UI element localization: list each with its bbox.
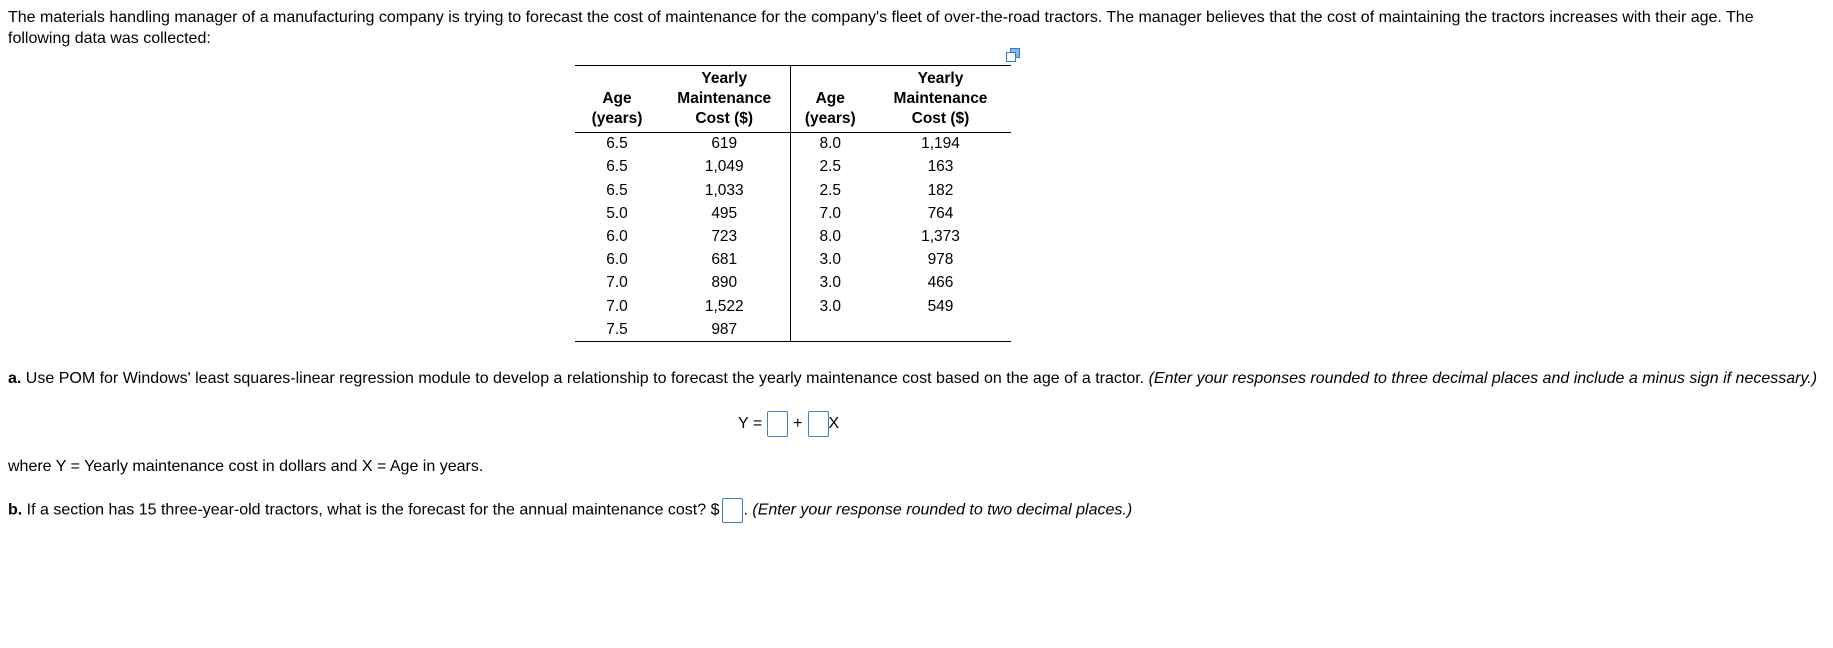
table-cell: 495: [659, 202, 791, 226]
popout-icon-glyph: [1006, 48, 1020, 63]
table-cell: 987: [659, 318, 791, 342]
variable-definitions: where Y = Yearly maintenance cost in dol…: [8, 458, 484, 476]
regression-equation: Y = + X: [738, 410, 1833, 438]
table-cell: 1,194: [921, 135, 960, 153]
table-cell: 6.5: [606, 135, 628, 153]
table-cell: 1,049: [659, 155, 791, 180]
table-cell: 5.0: [606, 204, 628, 222]
question-b-text: If a section has 15 three-year-old tract…: [26, 501, 720, 519]
question-a-note: (Enter your responses rounded to three d…: [1148, 370, 1818, 388]
table-cell: 7.0: [819, 204, 842, 222]
table-cell: 2.5: [819, 158, 842, 176]
table-cell: 3.0: [819, 297, 842, 315]
table-cell: 723: [659, 225, 791, 249]
table-cell: 8.0: [819, 135, 842, 153]
question-b-note: (Enter your response rounded to two deci…: [752, 501, 1133, 519]
question-a-text: Use POM for Windows' least squares-linea…: [25, 370, 1145, 388]
table-row: 7.0 890 3.0 466: [575, 271, 1011, 296]
question-b: b. If a section has 15 three-year-old tr…: [8, 498, 1828, 524]
col-header-age-1: Age (years): [575, 65, 659, 133]
table-cell: 681: [659, 248, 791, 272]
col-header-age-2: Age (years): [790, 65, 870, 133]
table-cell: 619: [659, 132, 791, 156]
table-cell: 163: [927, 158, 954, 176]
table-cell: 3.0: [819, 251, 842, 269]
table-cell: 7.0: [606, 274, 628, 292]
table-cell: 549: [927, 297, 954, 315]
table-cell: 6.0: [606, 228, 628, 246]
table-cell: 890: [659, 271, 791, 296]
table-row: 6.5 619 8.0 1,194: [575, 132, 1011, 156]
equation-y-label: Y =: [738, 415, 763, 433]
col-header-cost-1: Yearly Maintenance Cost ($): [659, 65, 791, 133]
maintenance-data-table: Age (years) Yearly Maintenance Cost ($) …: [575, 65, 1011, 343]
table-cell: 1,522: [659, 295, 791, 319]
intercept-input[interactable]: [767, 411, 789, 438]
forecast-cost-input[interactable]: [721, 498, 743, 524]
slope-input[interactable]: [807, 411, 829, 438]
table-cell: 2.5: [819, 181, 842, 199]
table-cell: 6.5: [606, 181, 628, 199]
table-cell: 6.0: [606, 251, 628, 269]
table-header-row: Age (years) Yearly Maintenance Cost ($) …: [575, 65, 1011, 133]
question-b-label: b.: [8, 501, 23, 519]
table-cell: 8.0: [819, 228, 842, 246]
table-row: 5.0 495 7.0 764: [575, 202, 1011, 226]
table-cell: 466: [927, 274, 954, 292]
table-row: 6.0 723 8.0 1,373: [575, 225, 1011, 249]
table-cell: 1,033: [659, 179, 791, 203]
equation-x-label: X: [828, 415, 840, 433]
table-cell: 3.0: [819, 274, 842, 292]
table-row: 6.0 681 3.0 978: [575, 248, 1011, 272]
table-row: 7.5 987: [575, 318, 1011, 342]
table-cell: 978: [927, 251, 954, 269]
table-cell: 1,373: [921, 228, 960, 246]
question-a-label: a.: [8, 370, 22, 388]
equation-plus: +: [793, 415, 803, 433]
question-a: a. Use POM for Windows' least squares-li…: [8, 368, 1828, 390]
col-header-cost-2: Yearly Maintenance Cost ($): [870, 65, 1011, 133]
table-cell: 7.5: [606, 320, 628, 338]
table-cell: 182: [927, 181, 954, 199]
table-row: 6.5 1,033 2.5 182: [575, 179, 1011, 203]
table-cell: 764: [927, 204, 954, 222]
question-b-suffix: .: [743, 501, 748, 519]
table-cell: 6.5: [606, 158, 628, 176]
table-cell: [870, 318, 1011, 342]
table-cell: 7.0: [606, 297, 628, 315]
table-cell: [790, 318, 870, 342]
problem-statement: The materials handling manager of a manu…: [8, 9, 1754, 48]
table-popout-icon[interactable]: [1006, 48, 1020, 63]
table-row: 6.5 1,049 2.5 163: [575, 155, 1011, 180]
table-row: 7.0 1,522 3.0 549: [575, 295, 1011, 319]
data-table-area: Age (years) Yearly Maintenance Cost ($) …: [575, 48, 1020, 343]
